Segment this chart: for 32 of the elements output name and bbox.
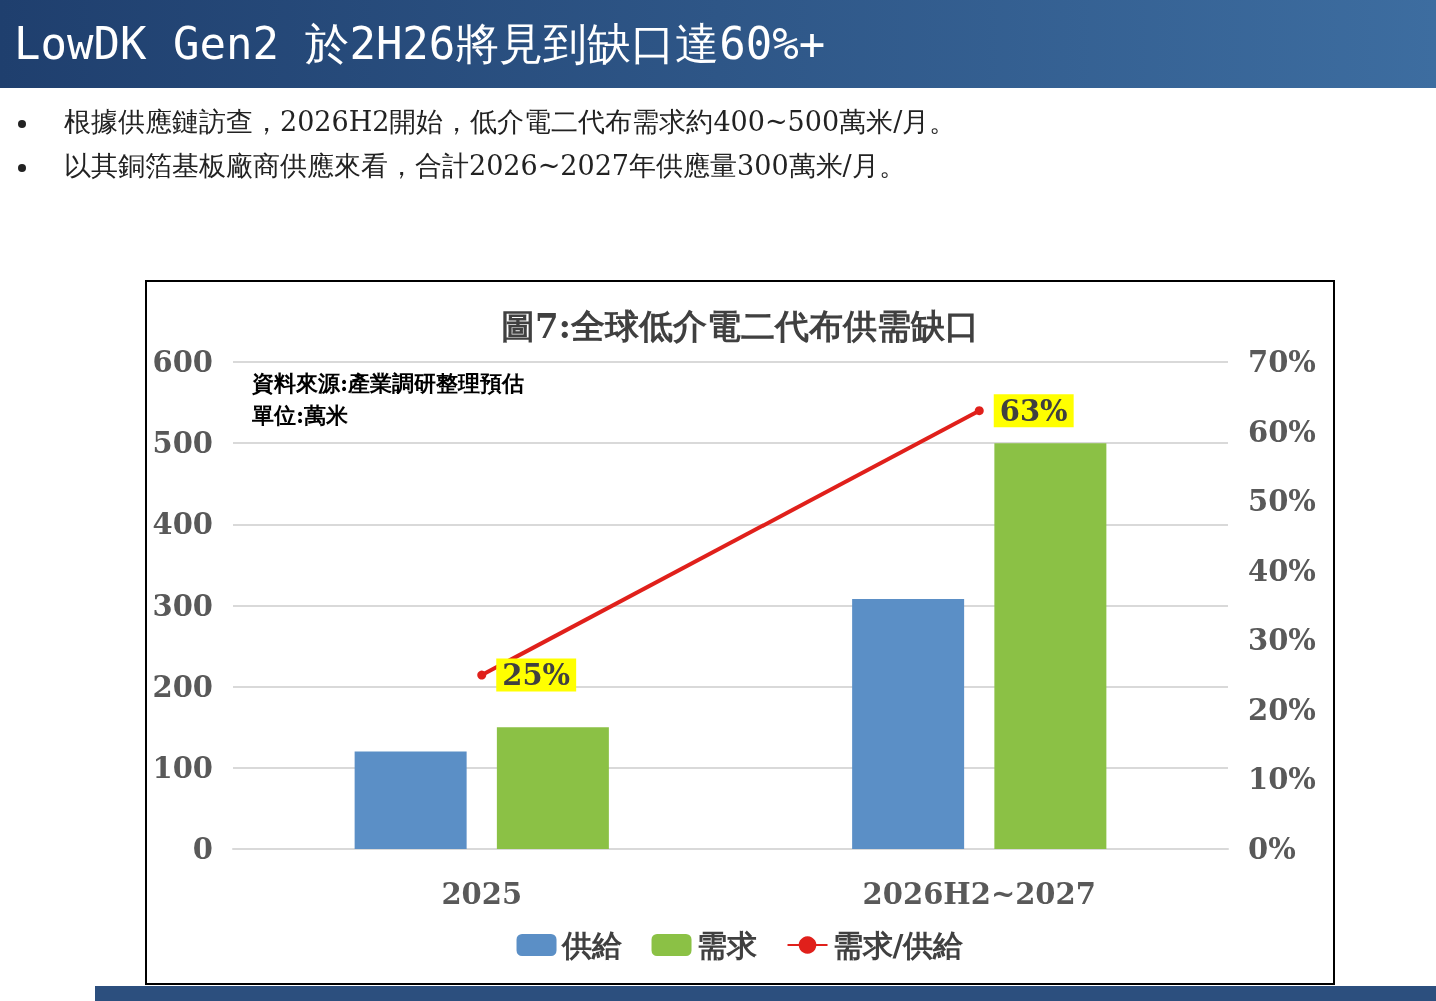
y-tick-label: 500: [152, 426, 213, 461]
x-tick-label: 2025: [441, 876, 523, 911]
chart-title: 圖7:全球低介電二代布供需缺口: [500, 306, 980, 346]
bar: [852, 599, 965, 849]
y-tick-label: 0: [192, 832, 213, 866]
x-tick-label: 2026H2~2027: [862, 876, 1096, 911]
y-tick-label: 200: [152, 669, 213, 704]
y2-tick-label: 20%: [1248, 692, 1316, 727]
bar: [354, 751, 467, 849]
text: LowDK Gen2 於2H26將見到缺口達60%+: [0, 0, 1436, 88]
y2-tick-label: 40%: [1248, 553, 1316, 588]
text: 根據供應鏈訪查，2026H2開始，低介電二代布需求約400~500萬米/月。: [63, 105, 958, 139]
y2-tick-label: 70%: [1248, 345, 1316, 379]
y-tick-label: 600: [152, 345, 213, 379]
y2-tick-label: 50%: [1248, 484, 1316, 519]
text: 以其銅箔基板廠商供應來看，合計2026~2027年供應量300萬米/月。: [63, 149, 907, 183]
annotation: 資料來源:產業調研整理預估: [251, 370, 525, 396]
y-tick-label: 400: [152, 507, 213, 542]
data-label: 63%: [999, 393, 1068, 428]
data-label: 25%: [502, 658, 571, 693]
annotation: 單位:萬米: [251, 402, 350, 428]
y-tick-label: 100: [152, 750, 213, 785]
legend-label: 需求: [696, 927, 757, 963]
bar: [496, 727, 609, 849]
y2-tick-label: 0%: [1248, 832, 1296, 866]
bar: [994, 443, 1107, 849]
y2-tick-label: 30%: [1248, 623, 1316, 658]
y2-tick-label: 10%: [1248, 762, 1316, 797]
legend-label: 供給: [560, 927, 623, 963]
y2-tick-label: 60%: [1248, 414, 1316, 449]
legend-label: 需求/供給: [832, 927, 965, 963]
y-tick-label: 300: [152, 588, 213, 623]
